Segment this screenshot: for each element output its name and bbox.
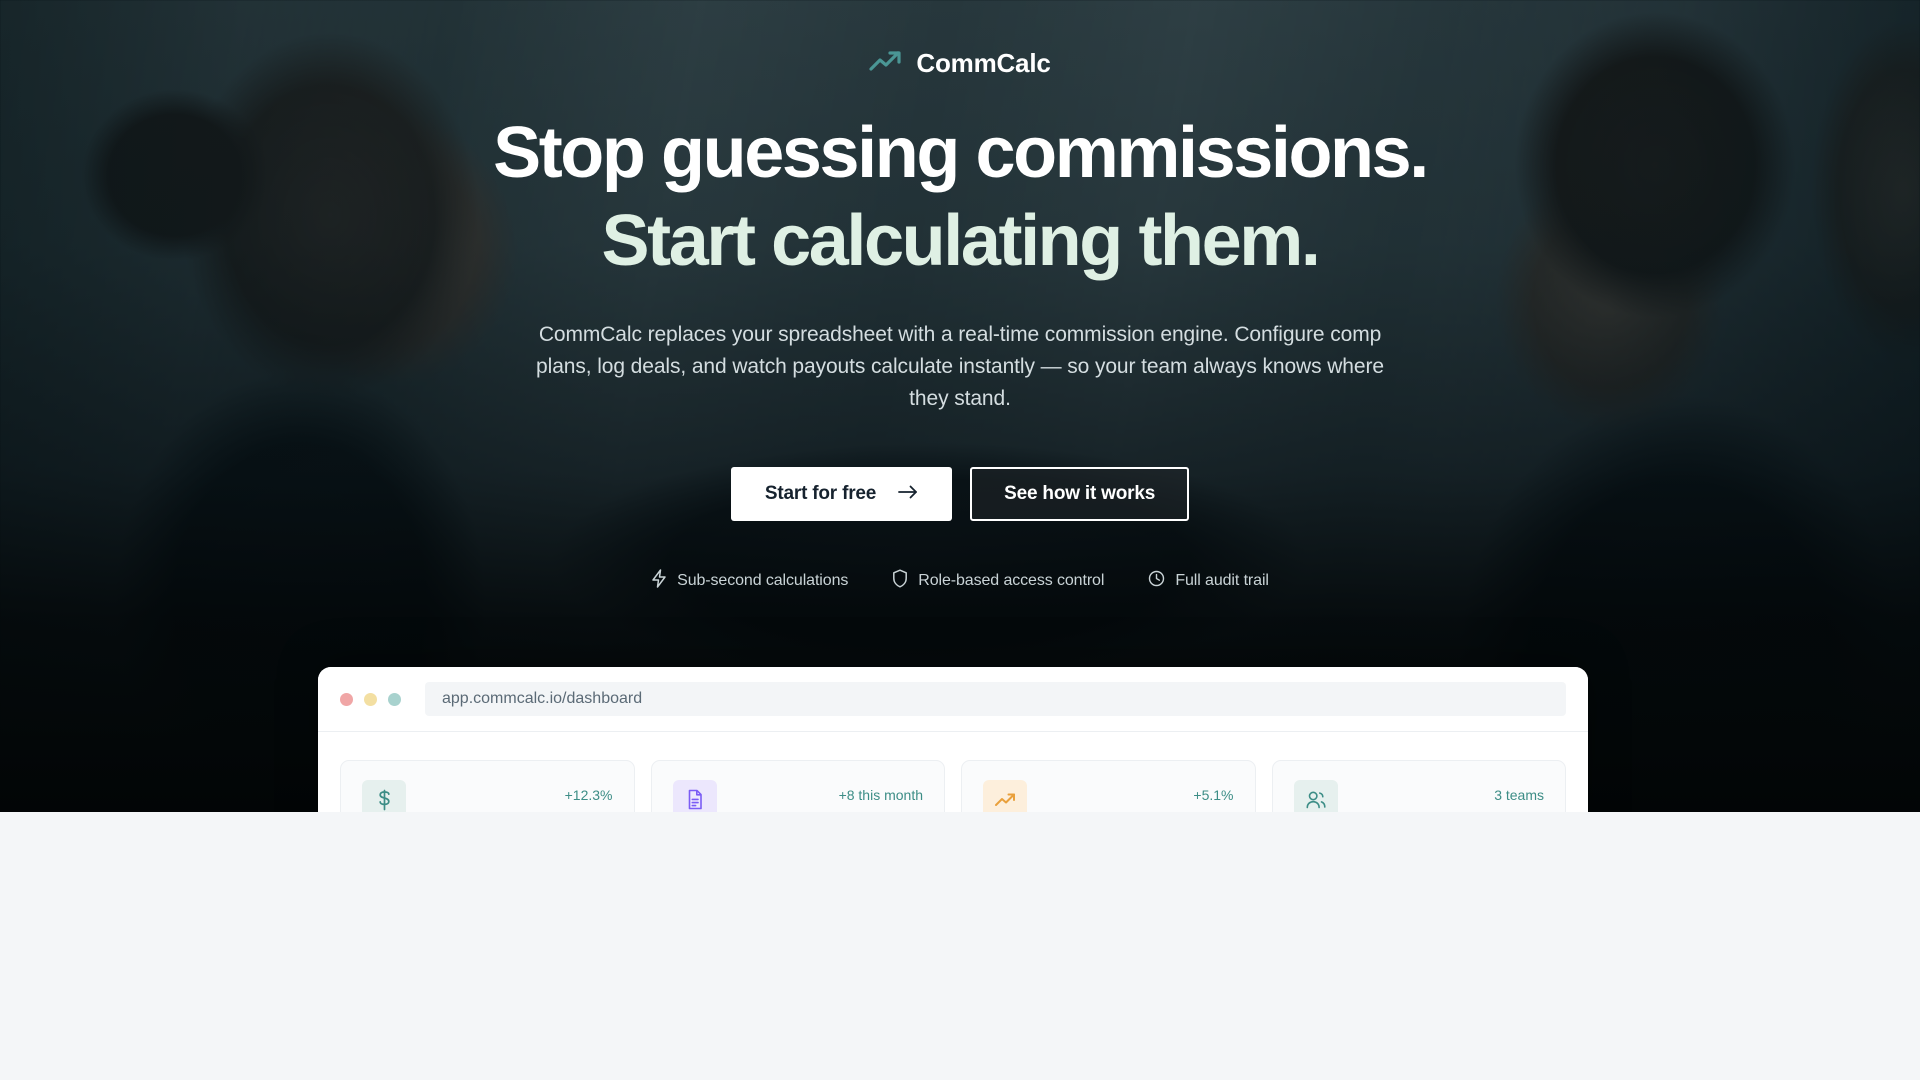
product-screenshot-mockup: app.commcalc.io/dashboard [318,667,1588,812]
stat-delta: +5.1% [1193,787,1234,803]
stat-card-deals-closed[interactable]: +8 this month DEALS CLOSED 47 [650,760,945,812]
hero-subheadline: CommCalc replaces your spreadsheet with … [536,323,1384,410]
trust-item-role-based-access-control: Role-based access control [892,569,1104,593]
dollar-icon-tile [362,780,406,812]
stat-delta: +12.3% [564,787,613,803]
brand-name: CommCalc [916,48,1051,78]
arrow-right-icon [898,483,918,505]
maximize-icon[interactable] [388,692,401,706]
trending-up-icon-tile [983,780,1027,812]
trust-label: Full audit trail [1175,571,1269,589]
trending-up-icon [869,49,903,78]
url-input[interactable]: app.commcalc.io/dashboard [425,682,1566,716]
hero-section: CommCalc Stop guessing commissions. Star… [0,0,1920,812]
headline-line-2: Start calculating them. [601,201,1321,281]
users-icon [1305,790,1327,813]
trending-up-icon [994,792,1016,813]
see-how-it-works-button[interactable]: See how it works [970,466,1190,521]
headline-line-1: Stop guessing commissions. [493,113,1429,193]
users-icon-tile [1293,780,1338,813]
stat-card-total-commissions[interactable]: +12.3% TOTAL COMMISSIONS $284,500 [340,760,635,812]
document-icon [686,789,704,812]
brand-logo[interactable]: CommCalc [869,48,1051,79]
stat-delta: +8 this month [838,787,923,803]
trust-indicators: Sub-second calculations Role-based acces… [0,568,1920,593]
dashboard-body: +12.3% TOTAL COMMISSIONS $284,500 [318,732,1588,812]
browser-toolbar: app.commcalc.io/dashboard [318,667,1588,732]
dollar-icon [376,789,393,813]
window-controls [340,692,401,706]
trust-label: Role-based access control [918,571,1105,589]
cta-row: Start for free See how it works [0,466,1920,521]
minimize-icon[interactable] [364,692,377,706]
browser-window: app.commcalc.io/dashboard [318,667,1588,812]
trust-label: Sub-second calculations [677,571,849,589]
url-text: app.commcalc.io/dashboard [442,690,643,707]
stat-delta: 3 teams [1494,787,1544,803]
start-for-free-label: Start for free [764,482,877,504]
stat-card-active-reps[interactable]: 3 teams ACTIVE REPS 12 [1271,760,1566,813]
trust-item-sub-second-calculations: Sub-second calculations [651,568,849,593]
stat-card-avg-deal-size[interactable]: +5.1% AVG DEAL SIZE $38,200 [961,760,1256,812]
document-icon-tile [672,780,717,812]
clock-icon [1148,570,1165,592]
start-for-free-button[interactable]: Start for free [730,466,953,521]
see-how-it-works-label: See how it works [1004,482,1156,504]
lightning-bolt-icon [651,568,667,593]
shield-icon [892,569,908,593]
close-icon[interactable] [340,692,353,706]
stat-card-grid: +12.3% TOTAL COMMISSIONS $284,500 [340,760,1566,812]
page-title: Stop guessing commissions. Start calcula… [0,117,1920,277]
trust-item-full-audit-trail: Full audit trail [1148,570,1269,592]
